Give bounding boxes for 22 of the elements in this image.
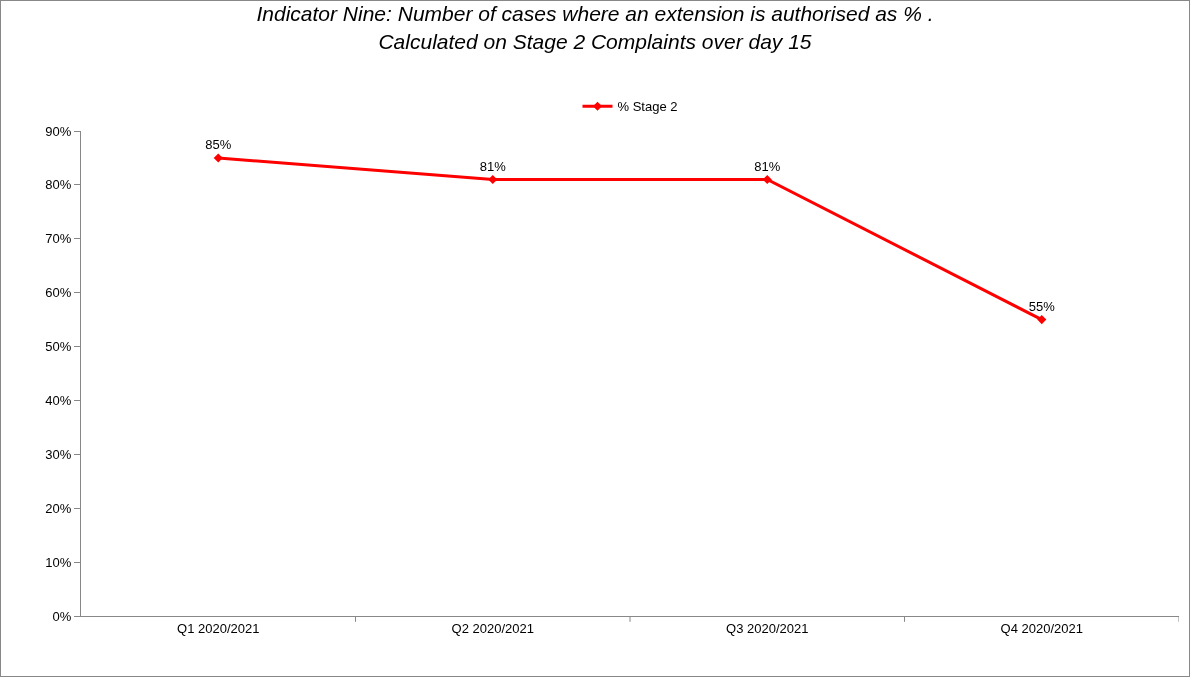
text: 81%	[754, 158, 781, 174]
y-tick-label: 30%	[45, 446, 72, 462]
point	[1037, 315, 1047, 325]
chart-title: Indicator Nine: Number of cases where an extension is authorised as % . Calculated on Stage 2 Complaints over day 15	[256, 2, 934, 53]
text: 55%	[1028, 298, 1055, 314]
y-tick-label: 10%	[45, 554, 72, 570]
y-tick-label: 70%	[45, 231, 72, 247]
y-tick-label: 60%	[45, 285, 72, 301]
y-tick-label: 20%	[45, 500, 72, 516]
y-tick-label: 40%	[45, 392, 72, 408]
y-tick-label: 0%	[52, 608, 72, 624]
x-tick-label: Q4 2020/2021	[1000, 620, 1083, 636]
text: 85%	[205, 137, 232, 153]
x-tick-label: Q3 2020/2021	[726, 620, 809, 636]
legend-label: % Stage 2	[617, 99, 678, 115]
x-tick-label: Q2 2020/2021	[451, 620, 534, 636]
text: 81%	[479, 158, 506, 174]
x-tick-label: Q1 2020/2021	[177, 620, 260, 636]
y-tick-label: 80%	[45, 177, 72, 193]
point	[213, 153, 223, 163]
y-tick-label: 50%	[45, 339, 72, 355]
y-tick-label: 90%	[45, 123, 72, 139]
